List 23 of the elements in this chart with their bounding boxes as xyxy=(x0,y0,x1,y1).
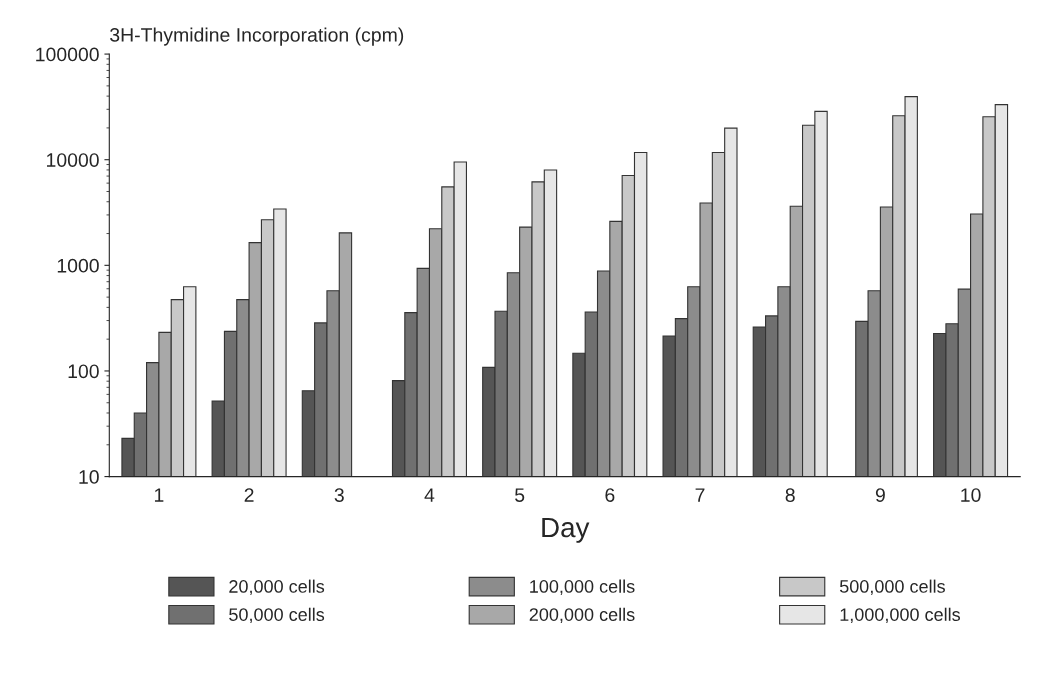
x-tick-label: 6 xyxy=(605,488,615,502)
y-tick-label: 1000 xyxy=(57,258,99,273)
y-tick-label: 100000 xyxy=(36,47,99,62)
x-axis-title: Day xyxy=(542,517,590,543)
x-tick-label: 5 xyxy=(515,488,525,502)
x-tick-label: 9 xyxy=(875,488,885,502)
legend-label: 50,000 cells xyxy=(229,607,325,624)
legend-label: 500,000 cells xyxy=(839,579,945,595)
x-tick-label: 8 xyxy=(785,488,795,502)
legend-label: 100,000 cells xyxy=(530,579,635,595)
legend-label: 1,000,000 cells xyxy=(840,607,961,624)
x-tick-label: 2 xyxy=(244,488,254,502)
y-tick-label: 10 xyxy=(79,470,99,484)
y-axis-title: 3H-Thymidine Incorporation (cpm) xyxy=(110,27,404,46)
y-tick-label: 10000 xyxy=(47,153,99,167)
legend-label: 20,000 cells xyxy=(229,579,325,595)
x-tick-label: 10 xyxy=(961,488,981,502)
legend-label: 200,000 cells xyxy=(529,607,635,624)
y-tick-label: 100 xyxy=(68,364,99,379)
x-tick-label: 1 xyxy=(154,488,164,502)
x-tick-label: 7 xyxy=(695,488,705,502)
x-tick-label: 4 xyxy=(424,488,435,502)
x-tick-label: 3 xyxy=(334,488,344,502)
